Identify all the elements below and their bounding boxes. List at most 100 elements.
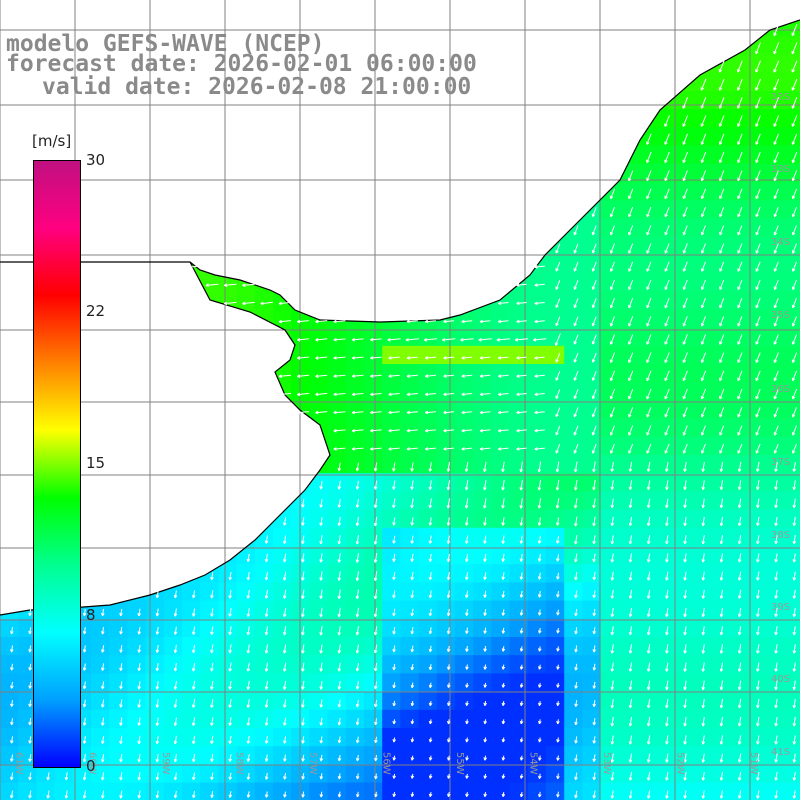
wind-speed-cell bbox=[127, 764, 146, 783]
wind-speed-cell bbox=[655, 564, 674, 583]
wind-speed-cell bbox=[200, 637, 219, 656]
wind-speed-cell bbox=[692, 637, 711, 656]
wind-speed-cell bbox=[364, 746, 383, 765]
wind-speed-cell bbox=[546, 419, 565, 438]
wind-speed-cell bbox=[237, 291, 256, 310]
wind-speed-cell bbox=[528, 309, 547, 328]
wind-speed-cell bbox=[510, 419, 529, 438]
wind-speed-cell bbox=[255, 582, 274, 601]
wind-speed-cell bbox=[346, 637, 365, 656]
wind-speed-cell bbox=[127, 619, 146, 638]
wind-speed-cell bbox=[728, 182, 747, 201]
wind-speed-cell bbox=[692, 564, 711, 583]
wind-speed-cell bbox=[382, 473, 401, 492]
wind-speed-cell bbox=[255, 692, 274, 711]
wind-speed-cell bbox=[346, 582, 365, 601]
wind-speed-cell bbox=[692, 528, 711, 547]
wind-speed-cell bbox=[473, 655, 492, 674]
wind-speed-cell bbox=[528, 564, 547, 583]
wind-speed-cell bbox=[673, 601, 692, 620]
wind-speed-cell bbox=[728, 419, 747, 438]
wind-speed-cell bbox=[328, 455, 347, 474]
wind-speed-cell bbox=[637, 491, 656, 510]
longitude-label: 52W bbox=[675, 752, 686, 775]
wind-speed-cell bbox=[400, 473, 419, 492]
wind-speed-cell bbox=[200, 746, 219, 765]
wind-speed-cell bbox=[728, 382, 747, 401]
wind-speed-cell bbox=[491, 564, 510, 583]
wind-speed-cell bbox=[655, 546, 674, 565]
wind-speed-cell bbox=[655, 710, 674, 729]
wind-speed-cell bbox=[582, 710, 601, 729]
wind-speed-cell bbox=[491, 528, 510, 547]
wind-speed-cell bbox=[546, 346, 565, 365]
colorbar-tick-label: 8 bbox=[86, 606, 96, 624]
wind-speed-cell bbox=[473, 419, 492, 438]
wind-speed-cell bbox=[510, 510, 529, 529]
wind-speed-cell bbox=[200, 601, 219, 620]
wind-speed-cell bbox=[510, 746, 529, 765]
wind-speed-cell bbox=[346, 673, 365, 692]
wind-speed-cell bbox=[673, 637, 692, 656]
wind-speed-cell bbox=[364, 673, 383, 692]
wind-speed-cell bbox=[582, 764, 601, 783]
wind-speed-cell bbox=[437, 619, 456, 638]
wind-speed-cell bbox=[109, 764, 128, 783]
wind-speed-cell bbox=[419, 728, 438, 747]
wind-speed-cell bbox=[437, 491, 456, 510]
wind-speed-cell bbox=[273, 528, 292, 547]
wind-speed-cell bbox=[491, 309, 510, 328]
wind-speed-cell bbox=[0, 619, 19, 638]
wind-speed-cell bbox=[673, 291, 692, 310]
wind-speed-cell bbox=[437, 601, 456, 620]
wind-speed-cell bbox=[783, 273, 800, 292]
wind-speed-cell bbox=[673, 346, 692, 365]
wind-speed-cell bbox=[728, 546, 747, 565]
wind-speed-cell bbox=[582, 728, 601, 747]
wind-speed-cell bbox=[364, 783, 383, 800]
wind-speed-cell bbox=[364, 419, 383, 438]
wind-speed-cell bbox=[655, 382, 674, 401]
wind-speed-cell bbox=[710, 510, 729, 529]
wind-speed-cell bbox=[491, 601, 510, 620]
wind-speed-cell bbox=[328, 473, 347, 492]
wind-speed-cell bbox=[783, 582, 800, 601]
wind-speed-cell bbox=[637, 783, 656, 800]
wind-speed-cell bbox=[692, 273, 711, 292]
wind-speed-cell bbox=[764, 291, 783, 310]
wind-speed-cell bbox=[309, 546, 328, 565]
wind-speed-cell bbox=[728, 255, 747, 274]
wind-speed-cell bbox=[382, 346, 401, 365]
wind-speed-cell bbox=[346, 764, 365, 783]
wind-speed-cell bbox=[601, 619, 620, 638]
wind-speed-cell bbox=[783, 346, 800, 365]
wind-speed-cell bbox=[746, 346, 765, 365]
wind-speed-cell bbox=[182, 692, 201, 711]
wind-speed-cell bbox=[601, 473, 620, 492]
wind-speed-cell bbox=[200, 692, 219, 711]
wind-speed-cell bbox=[200, 764, 219, 783]
wind-speed-cell bbox=[546, 455, 565, 474]
wind-speed-cell bbox=[546, 400, 565, 419]
wind-speed-cell bbox=[637, 455, 656, 474]
wind-speed-cell bbox=[346, 692, 365, 711]
wind-speed-cell bbox=[400, 528, 419, 547]
wind-speed-cell bbox=[582, 255, 601, 274]
wind-speed-cell bbox=[655, 746, 674, 765]
wind-speed-cell bbox=[510, 728, 529, 747]
wind-speed-cell bbox=[255, 764, 274, 783]
wind-speed-cell bbox=[346, 455, 365, 474]
wind-speed-cell bbox=[783, 546, 800, 565]
wind-speed-cell bbox=[328, 491, 347, 510]
wind-speed-cell bbox=[692, 473, 711, 492]
wind-speed-cell bbox=[783, 73, 800, 92]
wind-speed-cell bbox=[419, 582, 438, 601]
wind-speed-cell bbox=[637, 419, 656, 438]
longitude-label: 55W bbox=[454, 752, 465, 775]
wind-speed-cell bbox=[728, 746, 747, 765]
wind-speed-cell bbox=[728, 528, 747, 547]
wind-speed-cell bbox=[273, 619, 292, 638]
wind-speed-cell bbox=[637, 400, 656, 419]
wind-speed-cell bbox=[746, 273, 765, 292]
